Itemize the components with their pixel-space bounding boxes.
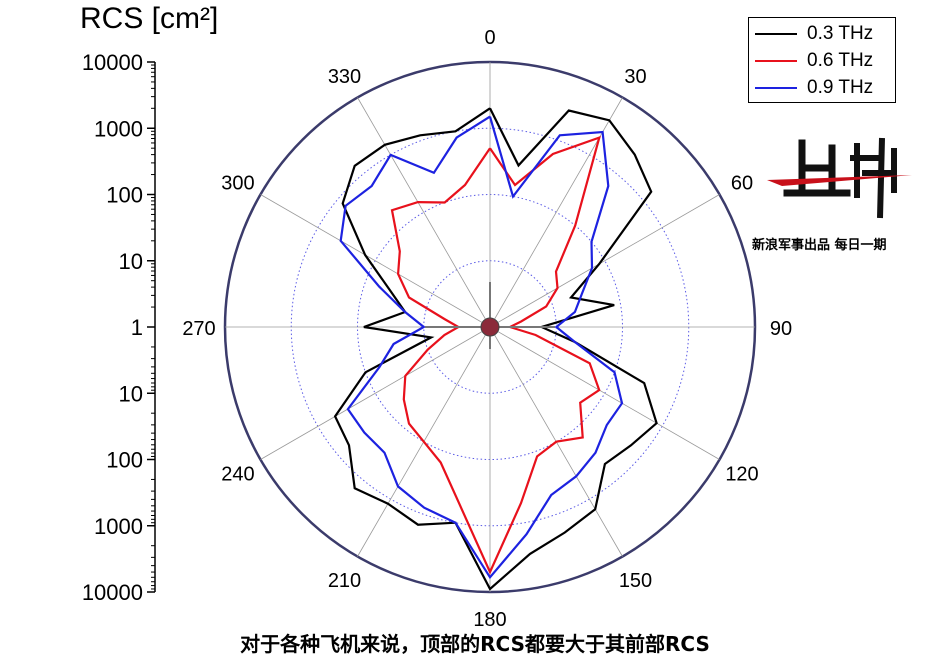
legend-item-0.3thz: 0.3 THz xyxy=(755,21,873,47)
series-line-1 xyxy=(333,107,658,591)
legend-label: 0.9 THz xyxy=(807,77,874,98)
caption: 对于各种飞机来说，顶部的RCS都要大于其前部RCS xyxy=(240,632,710,656)
y-axis-tick-label: 1000 xyxy=(94,116,143,141)
y-axis-tick-label: 100 xyxy=(106,183,143,208)
angle-tick-label: 30 xyxy=(624,66,646,88)
y-axis-title: RCS [cm²] xyxy=(80,2,219,35)
angle-tick-label: 0 xyxy=(484,27,495,49)
angle-tick-label: 150 xyxy=(619,570,652,592)
grid-spoke xyxy=(260,326,491,460)
scabbard-logo xyxy=(767,137,912,219)
angle-tick-label: 330 xyxy=(328,66,361,88)
legend-swatch xyxy=(755,87,797,89)
angle-tick-label: 60 xyxy=(731,173,753,195)
angle-tick-label: 180 xyxy=(473,609,506,631)
angle-tick-label: 300 xyxy=(221,173,254,195)
grid-spoke xyxy=(489,194,720,328)
series-line-3 xyxy=(339,115,624,580)
legend-item-0.9thz: 0.9 THz xyxy=(755,75,873,101)
legend-swatch xyxy=(755,60,797,62)
angle-tick-label: 270 xyxy=(182,318,215,340)
grid-spoke xyxy=(260,194,491,328)
angle-tick-label: 90 xyxy=(770,318,792,340)
angle-tick-label: 120 xyxy=(725,464,758,486)
legend-swatch xyxy=(755,33,797,35)
y-axis-tick-label: 100 xyxy=(106,448,143,473)
grid-spoke xyxy=(489,97,623,328)
y-axis-tick-label: 1000 xyxy=(94,514,143,539)
y-axis-tick-label: 10 xyxy=(119,381,143,406)
legend-label: 0.3 THz xyxy=(807,23,874,44)
legend: 0.3 THz 0.6 THz 0.9 THz xyxy=(748,17,896,103)
y-axis-tick-label: 10000 xyxy=(82,580,143,605)
legend-label: 0.6 THz xyxy=(807,50,874,71)
aircraft-body xyxy=(480,317,500,337)
y-axis-tick-label: 10 xyxy=(119,249,143,274)
series-line-2 xyxy=(390,135,601,575)
y-axis-tick-label: 1 xyxy=(131,315,143,340)
watermark-subtitle: 新浪军事出品 每日一期 xyxy=(752,238,887,253)
grid-spoke xyxy=(489,326,720,460)
angle-tick-label: 240 xyxy=(221,464,254,486)
y-axis-tick-label: 10000 xyxy=(82,50,143,75)
legend-item-0.6thz: 0.6 THz xyxy=(755,48,873,74)
grid-spoke xyxy=(357,97,491,328)
angle-tick-label: 210 xyxy=(328,570,361,592)
